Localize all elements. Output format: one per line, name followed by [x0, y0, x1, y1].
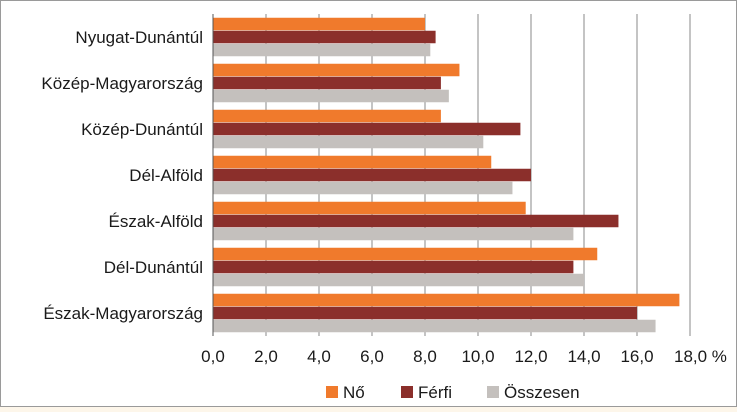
- bar: [213, 155, 492, 169]
- x-tick-label: 6,0: [360, 347, 384, 366]
- bar: [213, 181, 513, 195]
- bar: [213, 135, 484, 149]
- x-tick-labels: 0,0 2,0 4,0 6,0 8,0 10,0 12,0 14,0 16,0 18,0 %: [201, 347, 727, 366]
- category-label: Közép-Dunántúl: [81, 120, 203, 139]
- legend-swatch: [487, 386, 499, 398]
- bar: [213, 43, 431, 57]
- x-tick-label: 10,0: [461, 347, 494, 366]
- legend-swatch: [401, 386, 413, 398]
- x-tick-label: 16,0: [620, 347, 653, 366]
- bar: [213, 260, 574, 274]
- bar: [213, 227, 574, 241]
- legend-label: Nő: [343, 383, 365, 402]
- bar: [213, 89, 449, 103]
- bar: [213, 30, 436, 44]
- x-tick-label: 18,0 %: [674, 347, 727, 366]
- legend-label: Összesen: [504, 383, 580, 402]
- bar: [213, 168, 531, 182]
- x-tick-label: 8,0: [413, 347, 437, 366]
- category-labels: Nyugat-Dunántúl Közép-Magyarország Közép-D…: [41, 28, 203, 323]
- category-label: Dél-Dunántúl: [104, 258, 203, 277]
- x-tick-label: 12,0: [514, 347, 547, 366]
- category-label: Közép-Magyarország: [41, 74, 203, 93]
- legend-swatch: [326, 386, 338, 398]
- legend: Nő Férfi Összesen: [326, 383, 580, 402]
- bar: [213, 17, 425, 31]
- category-label: Dél-Alföld: [129, 166, 203, 185]
- bars: [213, 17, 680, 333]
- bar: [213, 319, 656, 333]
- bar: [213, 201, 526, 215]
- category-label: Észak-Alföld: [109, 212, 203, 231]
- x-tick-label: 14,0: [567, 347, 600, 366]
- bar: [213, 109, 441, 123]
- x-tick-label: 4,0: [307, 347, 331, 366]
- bar: [213, 306, 637, 320]
- x-tick-label: 0,0: [201, 347, 225, 366]
- bar: [213, 63, 460, 77]
- category-label: Észak-Magyarország: [43, 304, 203, 323]
- bar: [213, 273, 584, 287]
- bar: [213, 247, 598, 261]
- bar: [213, 122, 521, 136]
- bar: [213, 293, 680, 307]
- category-label: Nyugat-Dunántúl: [75, 28, 203, 47]
- x-tick-label: 2,0: [254, 347, 278, 366]
- bar: [213, 76, 441, 90]
- legend-label: Férfi: [418, 383, 452, 402]
- bar: [213, 214, 619, 228]
